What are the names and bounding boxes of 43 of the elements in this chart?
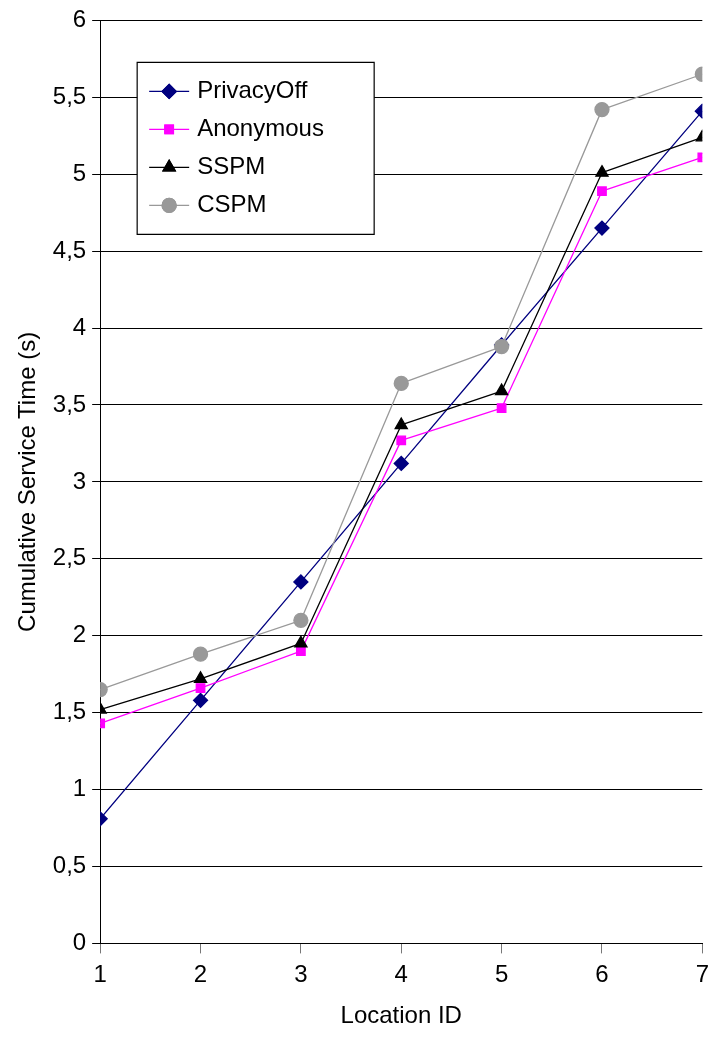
point — [293, 574, 309, 590]
point — [496, 403, 507, 413]
x-tick-label: 3 — [294, 960, 308, 988]
y-tick-label: 1,5 — [52, 697, 87, 725]
y-tick-label: 2,5 — [52, 543, 87, 571]
x-tick-label: 7 — [695, 960, 710, 988]
y-tick-label: 2 — [72, 620, 87, 648]
point — [396, 435, 407, 446]
x-tick-label: 1 — [93, 960, 107, 988]
point — [393, 375, 409, 392]
point — [393, 455, 409, 472]
y-tick-label: 0 — [72, 928, 87, 956]
point — [494, 383, 509, 396]
legend-label: CSPM — [197, 190, 267, 218]
y-tick-label: 5,5 — [52, 81, 87, 109]
point — [594, 220, 610, 236]
y-tick-label: 6 — [72, 5, 87, 33]
point — [193, 671, 208, 683]
y-tick-label: 3 — [72, 466, 87, 494]
x-tick-label: 4 — [394, 960, 408, 988]
point — [594, 101, 610, 118]
y-tick-label: 1 — [72, 774, 87, 802]
legend-label: SSPM — [197, 152, 266, 180]
point — [192, 646, 209, 662]
y-tick-label: 0,5 — [52, 851, 87, 879]
x-axis-title: Location ID — [340, 1001, 462, 1029]
legend-label: PrivacyOff — [197, 76, 308, 104]
point — [293, 612, 309, 628]
y-tick-label: 3,5 — [52, 389, 87, 417]
y-tick-label: 4,5 — [52, 235, 87, 263]
x-tick-label: 6 — [595, 960, 609, 988]
x-tick-label: 5 — [494, 960, 509, 988]
y-tick-label: 4 — [72, 312, 87, 340]
y-axis-title: Cumulative Service Time (s) — [13, 331, 41, 632]
point — [195, 683, 206, 693]
y-tick-label: 5 — [72, 158, 87, 186]
x-tick-label: 2 — [193, 960, 208, 988]
legend-label: Anonymous — [197, 114, 324, 142]
point — [294, 635, 308, 648]
point — [597, 186, 607, 197]
point — [394, 417, 408, 430]
point — [595, 165, 609, 177]
point — [192, 692, 209, 708]
